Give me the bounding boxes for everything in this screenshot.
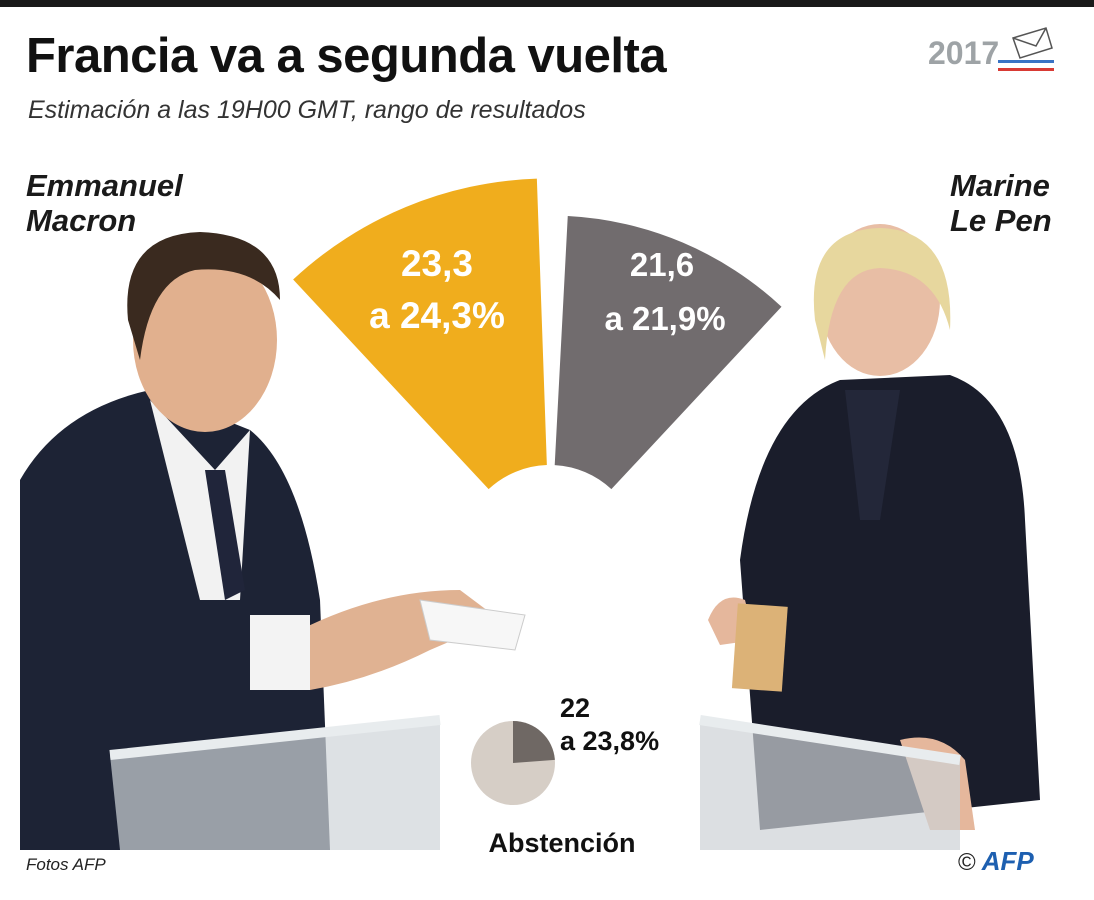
abstention-pie-slice: [513, 721, 555, 763]
abstention-label-line2: a 23,8%: [560, 726, 659, 756]
name-line1: Emmanuel: [26, 168, 183, 203]
le-pen-label-line2: a 21,9%: [604, 300, 725, 337]
le-pen-label-line1: 21,6: [630, 246, 694, 283]
le-pen-name: Marine Le Pen: [950, 168, 1052, 238]
top-rule: [0, 0, 1094, 7]
le-pen-photo: [699, 224, 1040, 850]
name-line1: Marine: [950, 168, 1050, 203]
page-subtitle: Estimación a las 19H00 GMT, rango de res…: [28, 96, 586, 124]
name-line2: Le Pen: [950, 203, 1052, 238]
copyright-symbol: ©: [958, 849, 976, 876]
le-pen-wedge: [554, 216, 782, 490]
afp-logo: © AFP: [958, 846, 1034, 877]
macron-label-line2: a 24,3%: [369, 295, 505, 336]
macron-wedge: [293, 178, 547, 490]
macron-name: Emmanuel Macron: [26, 168, 183, 238]
macron-photo: [20, 232, 526, 850]
name-line2: Macron: [26, 203, 137, 238]
page-title: Francia va a segunda vuelta: [26, 29, 667, 83]
election-2017-logo: 2017: [928, 22, 1058, 77]
abstention-title: Abstención: [488, 828, 635, 858]
envelope-icon: [1012, 27, 1053, 59]
logo-year: 2017: [928, 35, 999, 71]
photo-credit: Fotos AFP: [26, 855, 106, 874]
macron-label-line1: 23,3: [401, 243, 473, 284]
abstention-label-line1: 22: [560, 693, 590, 723]
agency-name: AFP: [981, 846, 1034, 876]
